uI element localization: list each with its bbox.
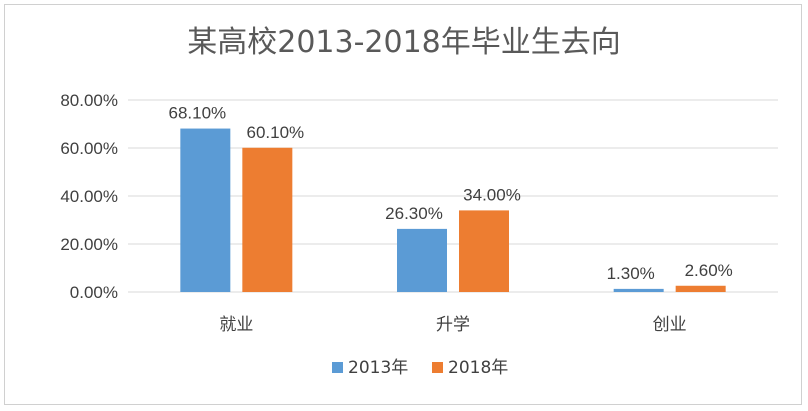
data-label: 68.10% (168, 104, 226, 123)
chart-title: 某高校2013-2018年毕业生去向 (187, 25, 621, 60)
y-tick-label: 20.00% (60, 235, 118, 254)
legend-swatch (432, 362, 443, 373)
bar-2018-2 (675, 285, 726, 292)
y-tick-label: 80.00% (60, 91, 118, 110)
y-tick-label: 60.00% (60, 139, 118, 158)
bar-2013-1 (397, 228, 447, 292)
data-label: 34.00% (463, 185, 521, 204)
data-label: 1.30% (607, 264, 655, 283)
bar-2018-1 (459, 210, 509, 292)
y-axis-ticks: 0.00% 20.00% 40.00% 60.00% 80.00% (60, 91, 118, 302)
bar-2018-0 (242, 147, 293, 292)
y-tick-label: 40.00% (60, 187, 118, 206)
x-axis-categories: 就业 升学 创业 (219, 315, 686, 335)
legend-label: 2013年 (348, 358, 408, 378)
bars (180, 128, 726, 292)
data-label: 60.10% (246, 123, 304, 142)
bar-2013-2 (613, 288, 664, 292)
legend-swatch (332, 362, 343, 373)
data-labels: 68.10% 60.10% 26.30% 34.00% 1.30% 2.60% (168, 104, 732, 283)
bar-2013-0 (180, 128, 231, 292)
y-tick-label: 0.00% (70, 283, 118, 302)
data-label: 26.30% (385, 204, 443, 223)
data-label: 2.60% (685, 261, 733, 280)
x-category-label: 升学 (436, 315, 470, 335)
chart-frame (4, 4, 802, 405)
legend-label: 2018年 (448, 358, 508, 378)
gridlines (128, 99, 778, 293)
x-category-label: 就业 (219, 315, 253, 335)
legend: 2013年 2018年 (332, 358, 508, 378)
x-category-label: 创业 (653, 315, 687, 335)
